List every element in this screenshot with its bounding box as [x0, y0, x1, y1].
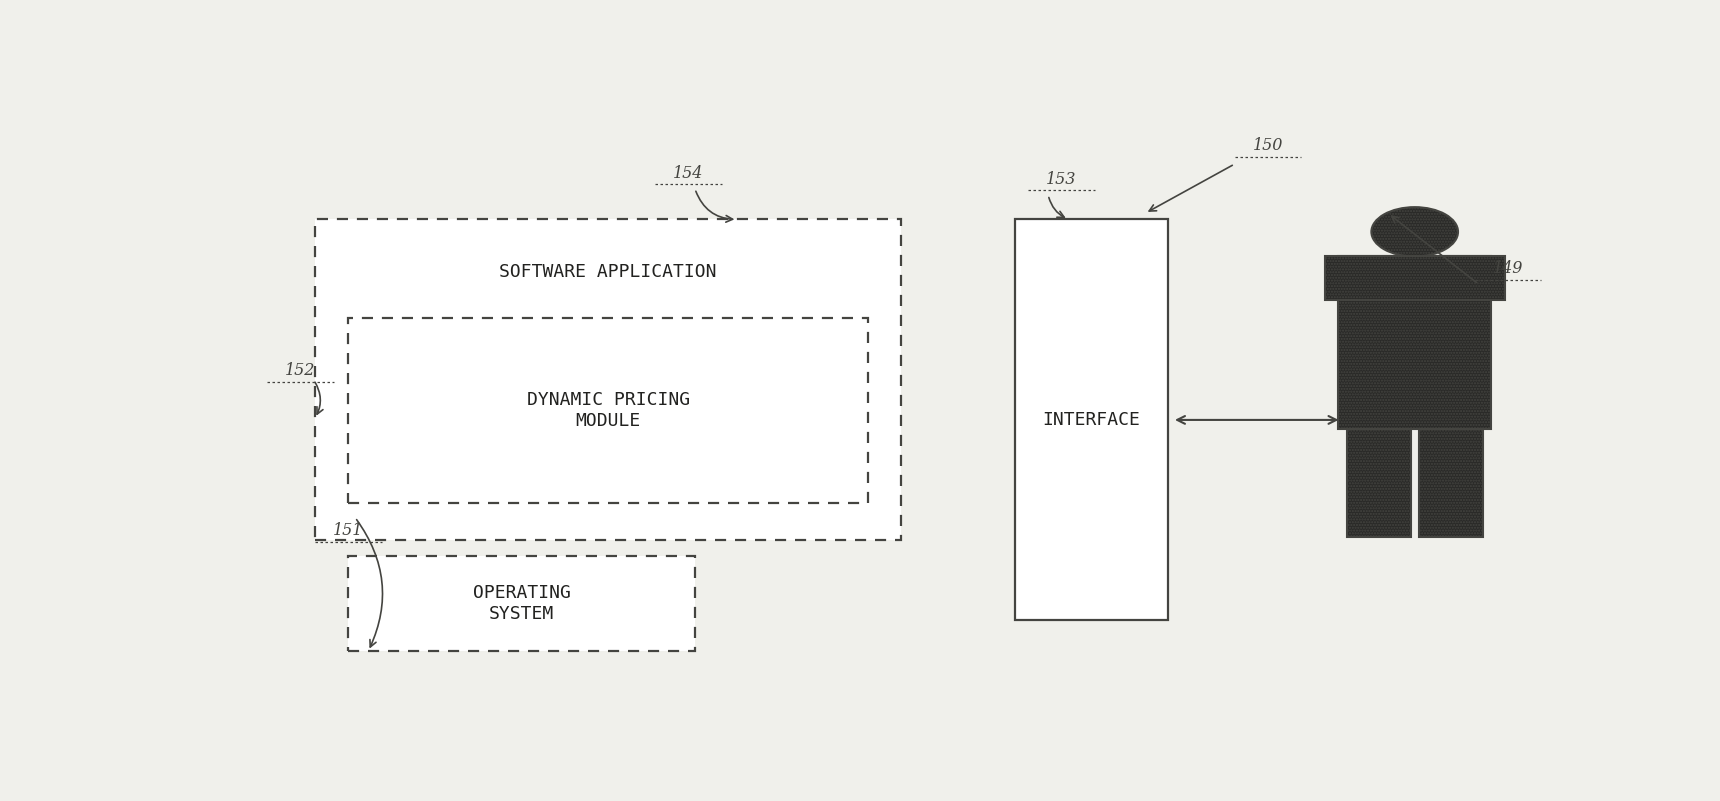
Bar	[1015, 219, 1168, 620]
Text: SOFTWARE APPLICATION: SOFTWARE APPLICATION	[499, 263, 717, 281]
Text: 150: 150	[1252, 137, 1283, 154]
Ellipse shape	[1371, 207, 1459, 256]
Text: 149: 149	[1493, 260, 1524, 277]
Text: DYNAMIC PRICING
MODULE: DYNAMIC PRICING MODULE	[526, 391, 690, 430]
Text: 154: 154	[673, 165, 703, 182]
Text: 153: 153	[1046, 171, 1077, 188]
Text: OPERATING
SYSTEM: OPERATING SYSTEM	[473, 584, 571, 623]
Bar	[347, 556, 695, 651]
Bar	[1338, 256, 1491, 429]
Bar	[1419, 429, 1483, 537]
Bar	[1347, 429, 1410, 537]
Text: 152: 152	[286, 362, 315, 379]
Bar	[315, 219, 901, 540]
Text: INTERFACE: INTERFACE	[1042, 411, 1140, 429]
Bar	[1324, 256, 1505, 300]
Text: 151: 151	[334, 522, 363, 539]
Bar	[347, 318, 869, 503]
